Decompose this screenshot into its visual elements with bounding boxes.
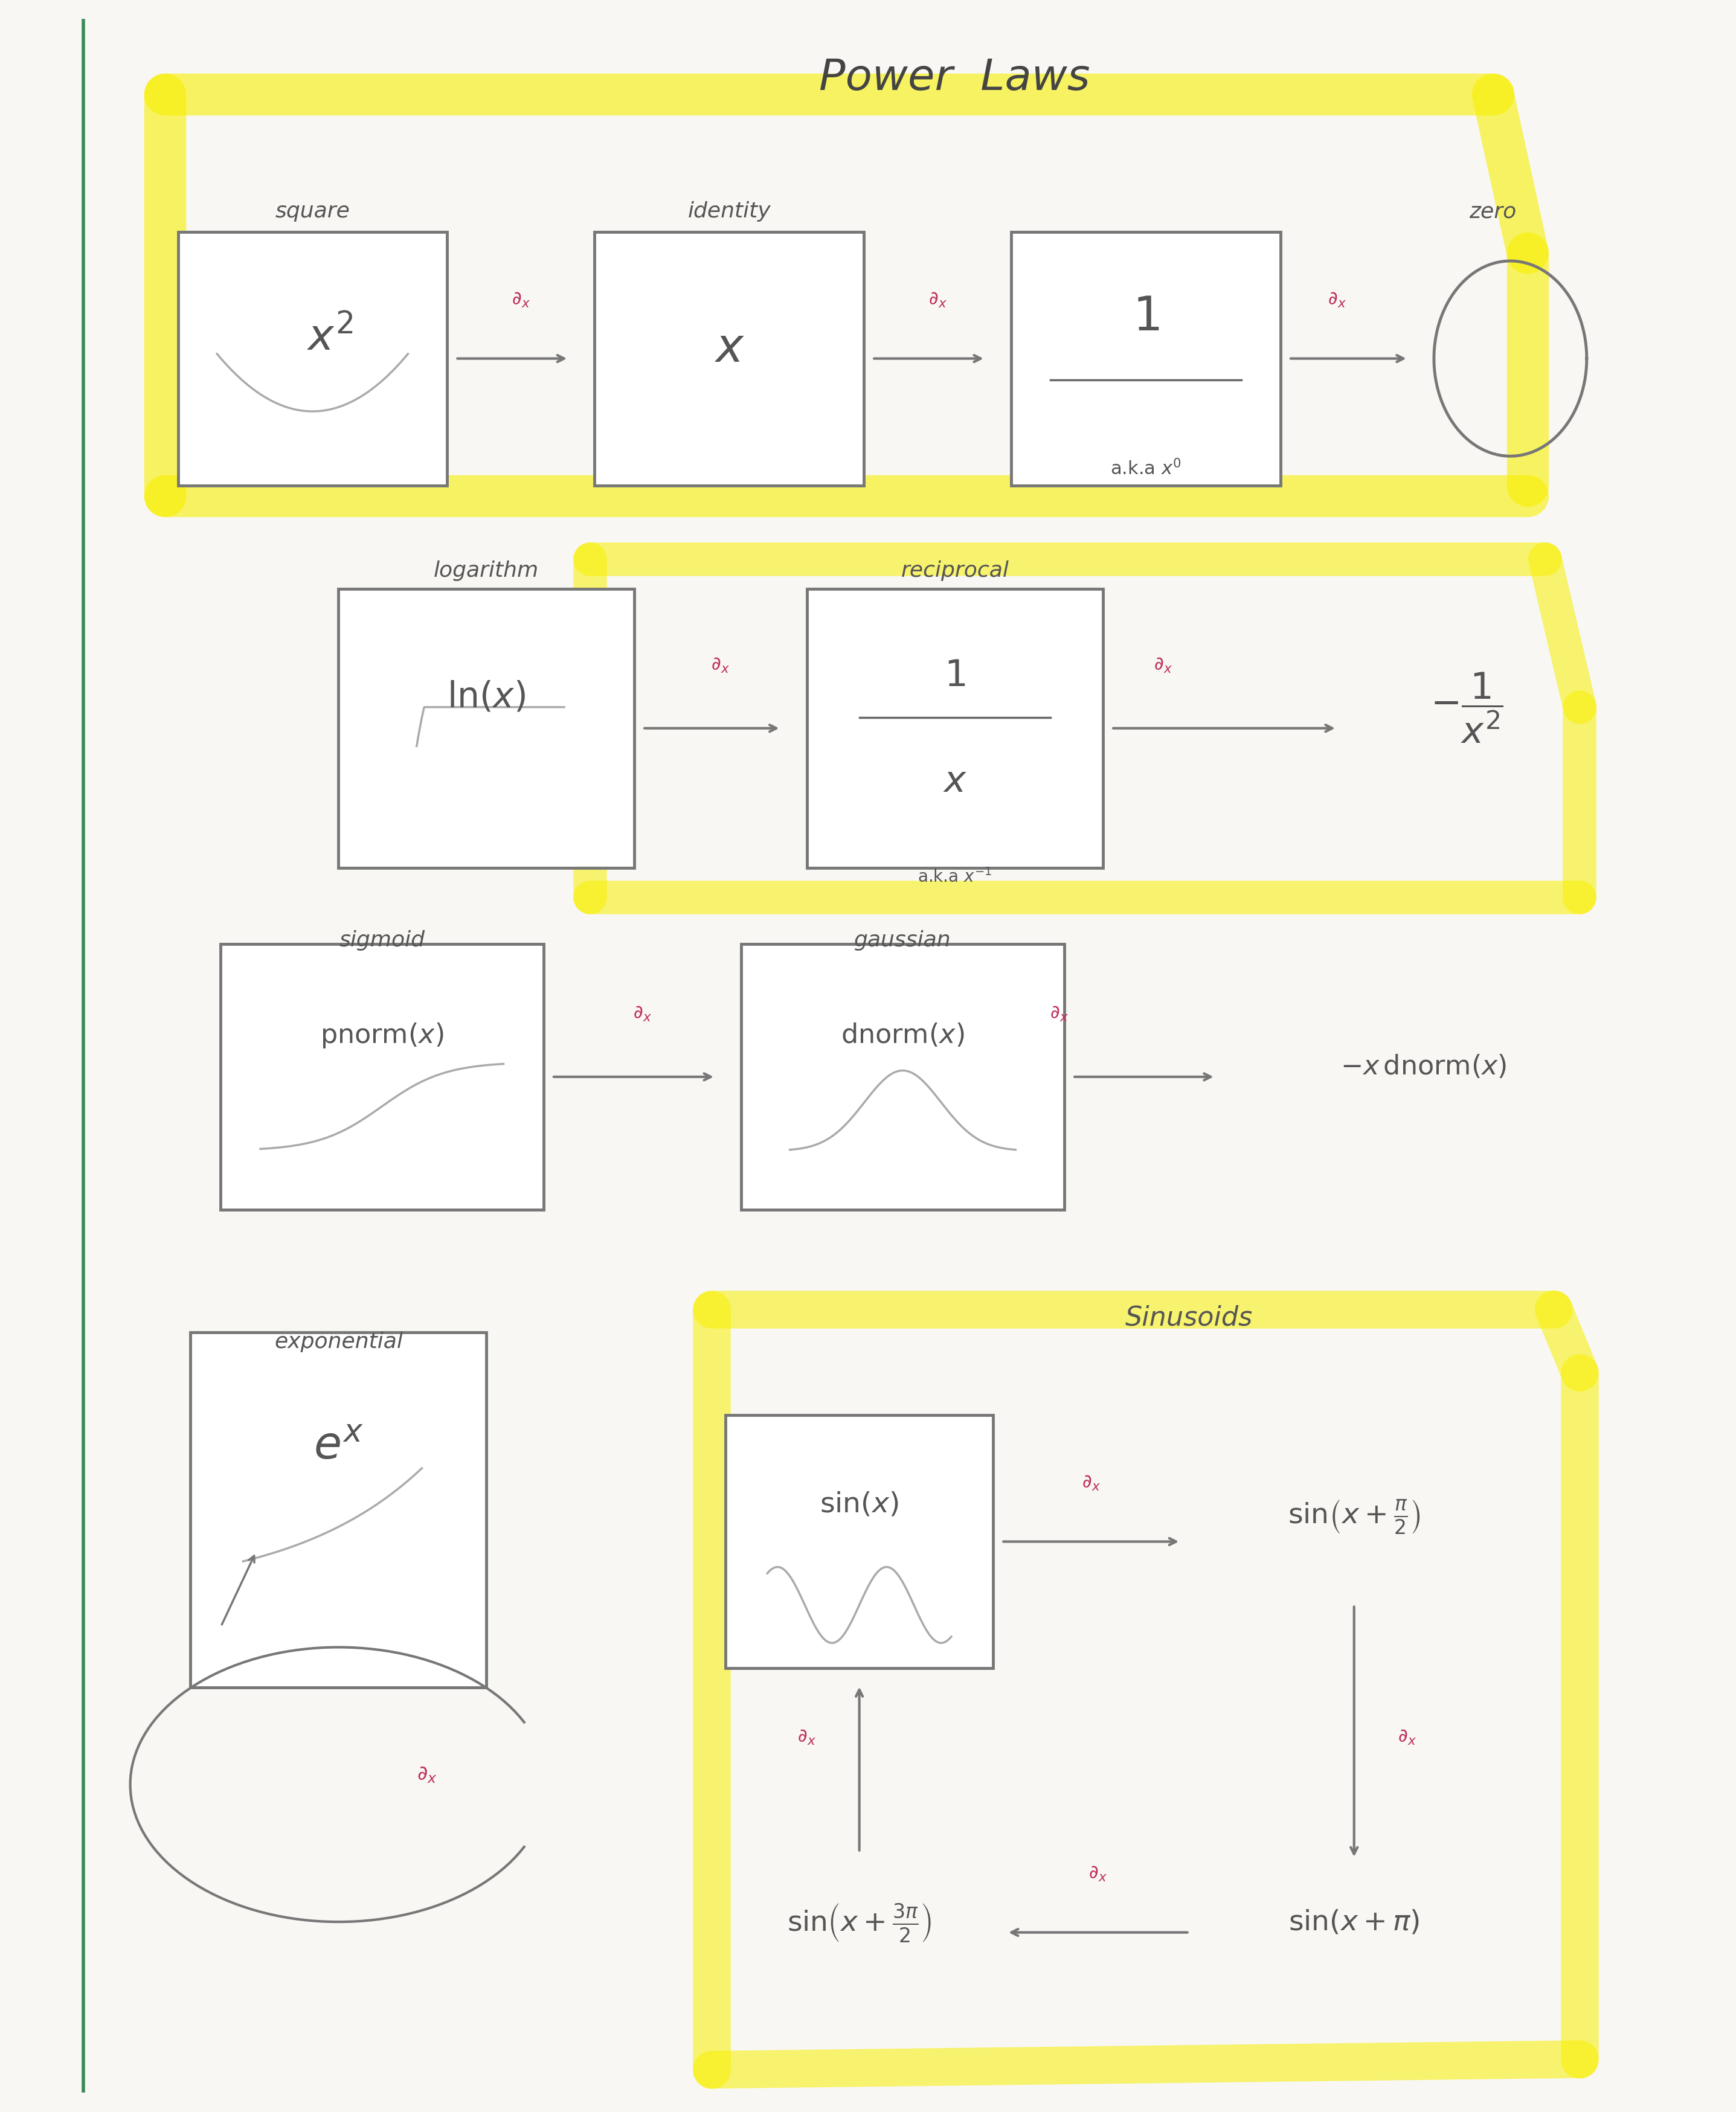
FancyBboxPatch shape: [1010, 232, 1281, 486]
Text: reciprocal: reciprocal: [901, 560, 1009, 581]
FancyBboxPatch shape: [191, 1333, 486, 1687]
FancyBboxPatch shape: [741, 944, 1064, 1210]
Text: $\partial_x$: $\partial_x$: [797, 1728, 816, 1747]
Text: $\mathrm{pnorm}(x)$: $\mathrm{pnorm}(x)$: [319, 1020, 444, 1050]
Text: $e^x$: $e^x$: [314, 1426, 363, 1468]
FancyBboxPatch shape: [177, 232, 448, 486]
Text: $\ln(x)$: $\ln(x)$: [446, 680, 526, 714]
FancyBboxPatch shape: [726, 1415, 993, 1668]
Text: $\partial_x$: $\partial_x$: [1088, 1865, 1108, 1882]
Text: $\partial_x$: $\partial_x$: [1397, 1728, 1417, 1747]
Text: exponential: exponential: [274, 1331, 403, 1352]
Text: $x^2$: $x^2$: [307, 317, 352, 359]
Text: identity: identity: [687, 201, 771, 222]
Text: $\partial_x$: $\partial_x$: [712, 657, 729, 674]
Text: $\sin\!\left(x+\frac{\pi}{2}\right)$: $\sin\!\left(x+\frac{\pi}{2}\right)$: [1288, 1497, 1420, 1535]
Text: $\partial_x$: $\partial_x$: [1328, 291, 1345, 308]
Text: Sinusoids: Sinusoids: [1125, 1305, 1253, 1331]
Text: gaussian: gaussian: [854, 929, 951, 950]
Text: $-\dfrac{1}{x^2}$: $-\dfrac{1}{x^2}$: [1430, 670, 1503, 746]
Text: Power  Laws: Power Laws: [819, 57, 1090, 99]
Text: $1$: $1$: [944, 659, 965, 693]
Text: $-x\,\mathrm{dnorm}(x)$: $-x\,\mathrm{dnorm}(x)$: [1340, 1054, 1507, 1079]
Text: $\partial_x$: $\partial_x$: [1082, 1474, 1101, 1491]
Text: square: square: [274, 201, 351, 222]
Text: $\sin\!\left(x+\frac{3\pi}{2}\right)$: $\sin\!\left(x+\frac{3\pi}{2}\right)$: [786, 1901, 932, 1943]
Text: $\partial_x$: $\partial_x$: [1154, 657, 1172, 674]
Text: $\partial_x$: $\partial_x$: [929, 291, 946, 308]
Text: $\partial_x$: $\partial_x$: [1050, 1005, 1068, 1022]
Text: $\partial_x$: $\partial_x$: [417, 1764, 437, 1785]
Text: $\sin(x+\pi)$: $\sin(x+\pi)$: [1288, 1909, 1420, 1935]
FancyBboxPatch shape: [339, 589, 634, 868]
Text: $\partial_x$: $\partial_x$: [634, 1005, 651, 1022]
Text: logarithm: logarithm: [434, 560, 538, 581]
FancyBboxPatch shape: [807, 589, 1102, 868]
Text: $\partial_x$: $\partial_x$: [512, 291, 529, 308]
Text: zero: zero: [1469, 201, 1517, 222]
Text: $x$: $x$: [943, 765, 967, 798]
Text: a.k.a $x^{-1}$: a.k.a $x^{-1}$: [918, 868, 991, 885]
Text: $\mathrm{dnorm}(x)$: $\mathrm{dnorm}(x)$: [840, 1022, 965, 1048]
Text: $\sin(x)$: $\sin(x)$: [819, 1491, 899, 1516]
Text: sigmoid: sigmoid: [339, 929, 425, 950]
Text: $1$: $1$: [1132, 294, 1160, 340]
Text: $x$: $x$: [713, 325, 745, 372]
FancyBboxPatch shape: [220, 944, 543, 1210]
Text: a.k.a $x^0$: a.k.a $x^0$: [1111, 458, 1180, 479]
FancyBboxPatch shape: [594, 232, 863, 486]
